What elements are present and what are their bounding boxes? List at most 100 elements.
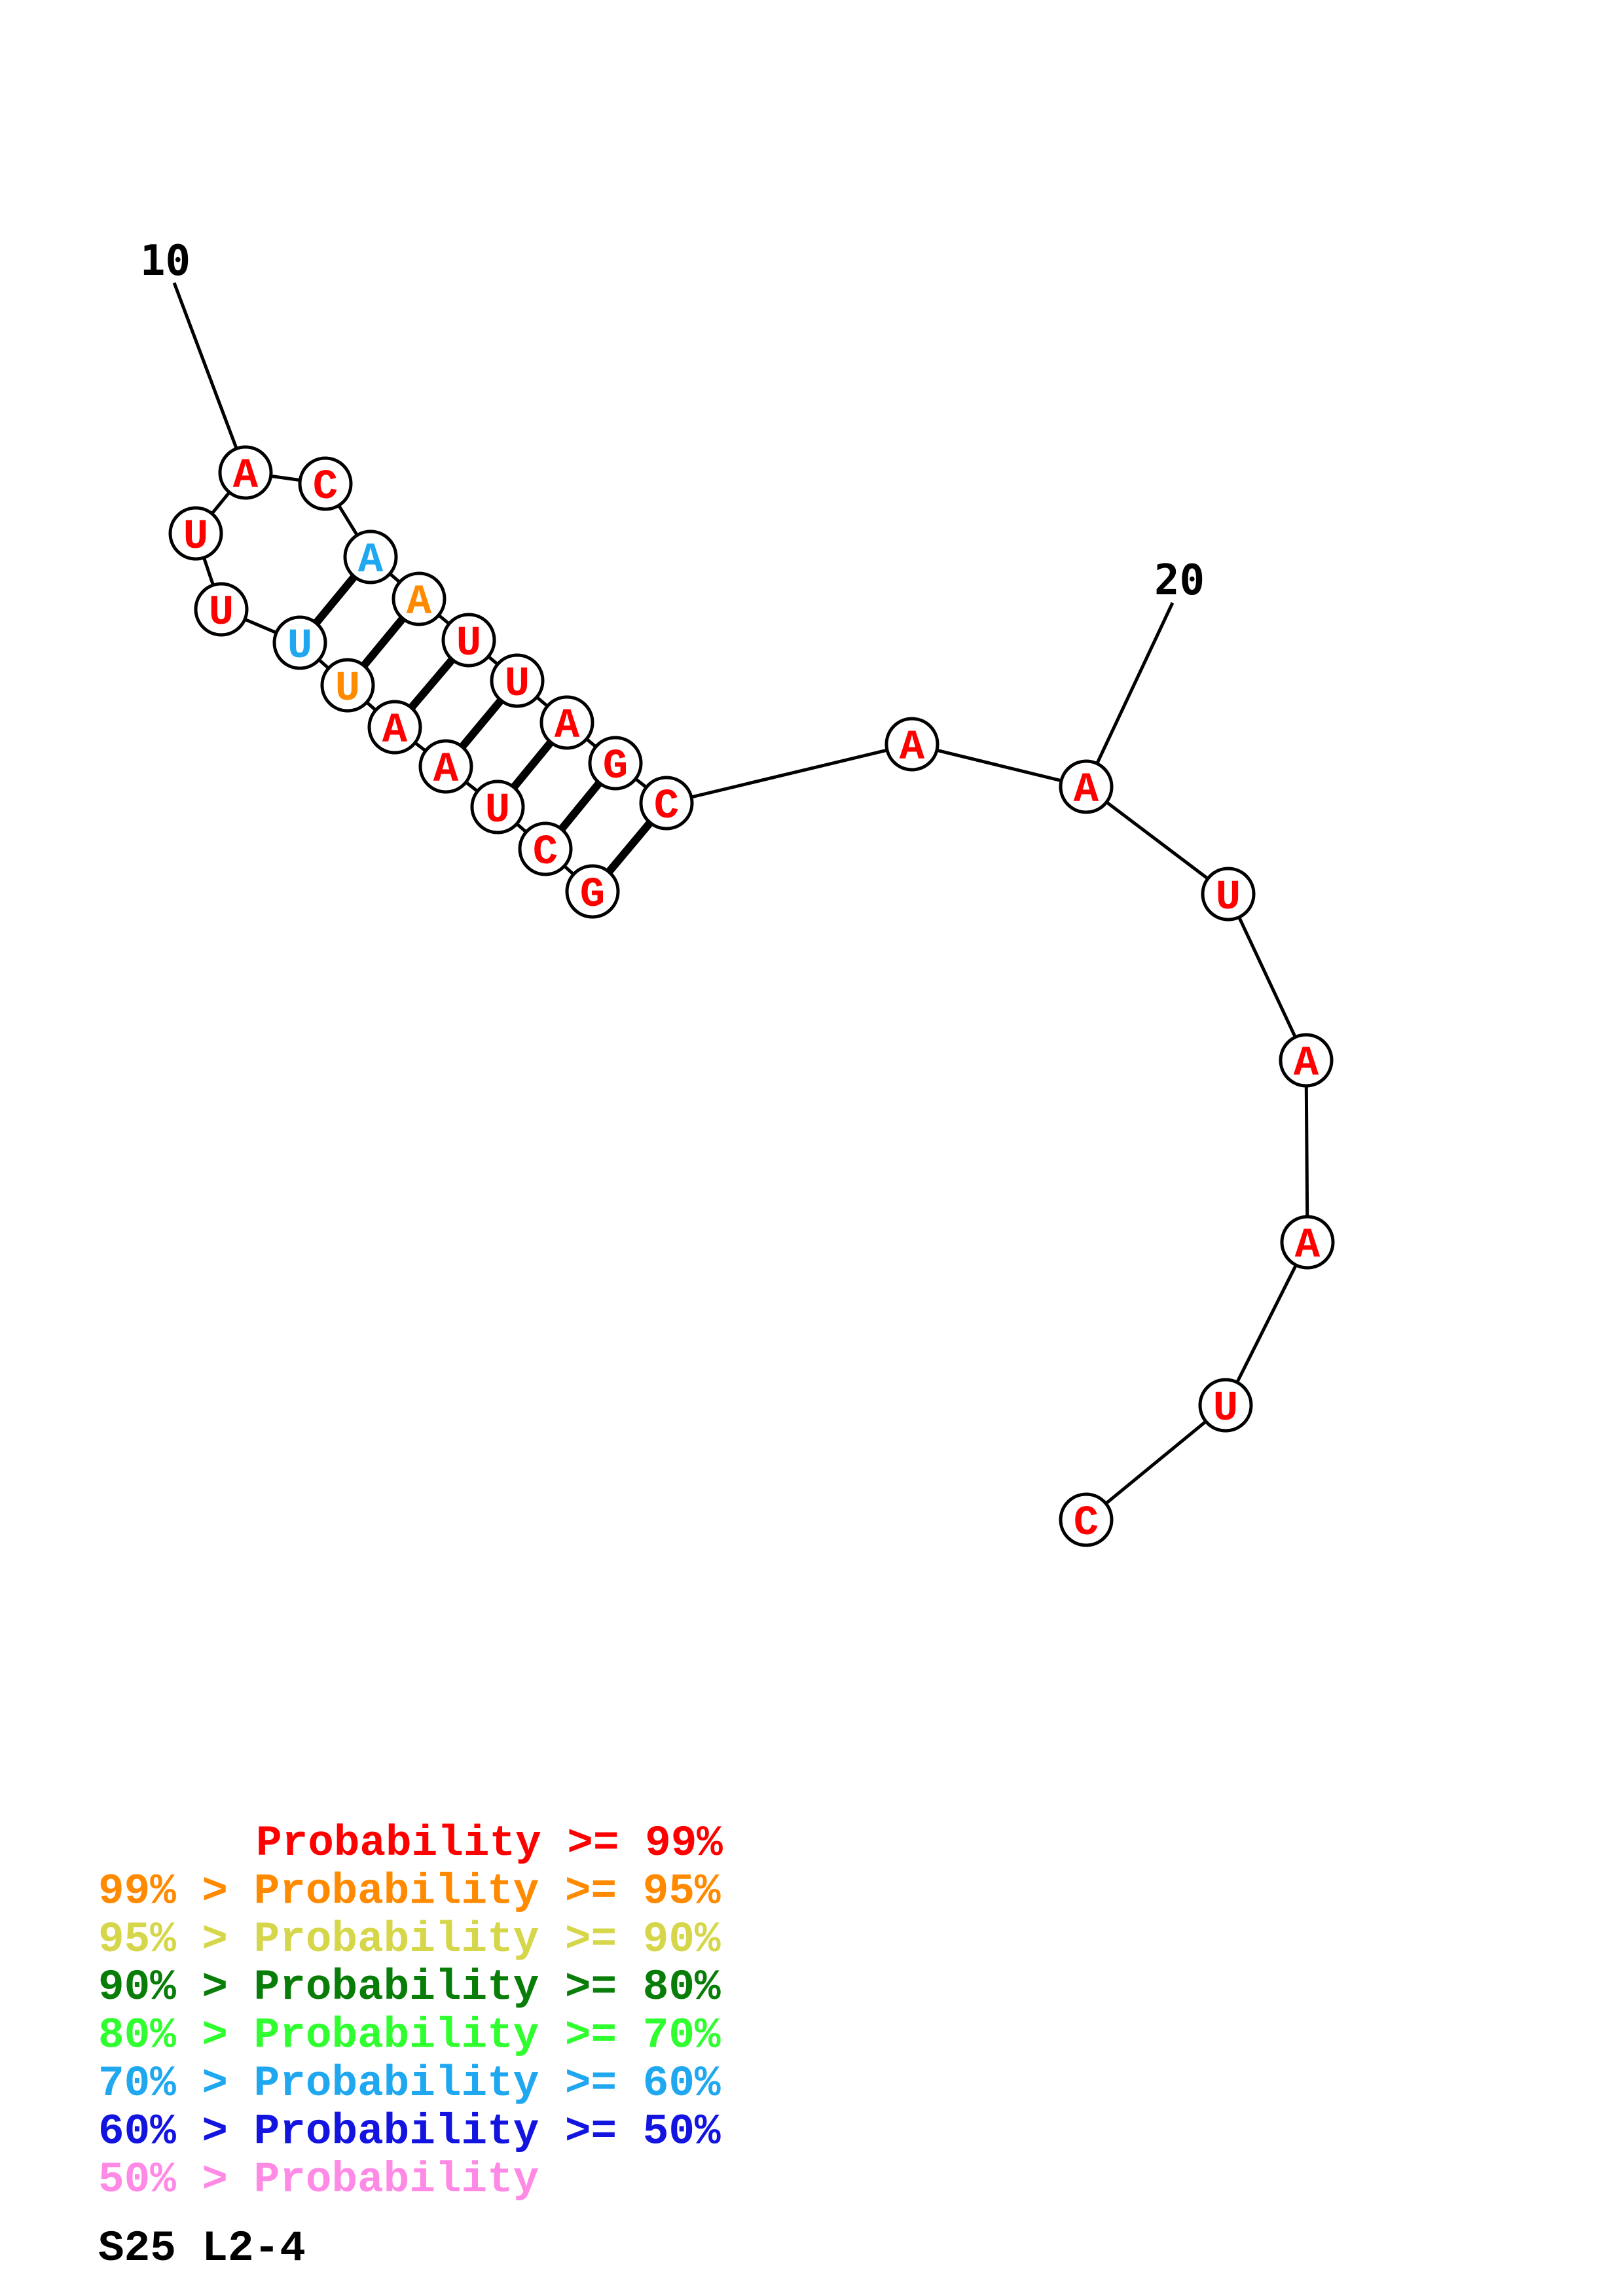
nucleotide-circle [272,615,327,670]
nucleotide-node: A [884,717,939,772]
nucleotide-node: U [470,780,525,834]
nucleotide-letter: A [407,579,432,626]
nucleotide-circle [518,821,573,876]
nucleotide-letter: A [433,747,459,794]
nucleotide-letter: A [900,725,925,772]
nucleotide-letter: U [287,623,312,670]
nucleotide-node: A [367,700,422,755]
nucleotide-letter: C [1074,1500,1099,1547]
figure-title: S25 L2-4 [98,2224,306,2273]
nucleotide-circle [884,717,939,772]
nucleotide-node: C [518,821,573,876]
backbone-bond [666,742,913,805]
nucleotide-letter: U [209,590,234,637]
position-label-line [172,282,247,473]
nucleotide-letter: A [1295,1223,1321,1270]
nucleotide-letter: A [1074,767,1099,814]
nucleotide-letter: G [580,872,605,919]
nucleotide-node: A [343,529,398,584]
nucleotide-letter: U [485,787,510,834]
nucleotide-circle [298,456,353,511]
nucleotide-circle [470,780,525,834]
nucleotide-node: U [1201,867,1256,922]
nucleotide-letter: G [603,744,628,791]
legend-row: 80% > Probability >= 70% [98,2011,721,2060]
legend-row: 90% > Probability >= 80% [98,1963,721,2012]
legend-row: 70% > Probability >= 60% [98,2059,721,2108]
nucleotide-node: C [639,776,694,831]
nucleotide-letter: A [382,708,408,755]
nucleotide-node: C [298,456,353,511]
nucleotide-node: A [1279,1033,1334,1088]
nucleotide-circle [565,864,620,919]
position-number-label: 20 [1154,556,1205,605]
nucleotide-circle [1201,867,1256,922]
probability-legend: Probability >= 99%99% > Probability >= 9… [98,1819,723,2204]
backbone-bond [1085,1404,1227,1521]
nucleotide-letter: U [1216,874,1241,922]
nucleotide-circle [218,445,273,500]
nucleotide-circle [441,613,496,668]
backbone-bond [1224,1241,1309,1407]
nucleotide-circle [539,695,594,750]
nucleotide-letter: C [533,829,558,876]
nucleotide-node: U [320,658,375,713]
nucleotide-node: U [1198,1378,1253,1433]
nucleotide-circle [392,571,447,626]
nucleotide-circle [367,700,422,755]
nucleotide-node: U [272,615,327,670]
nucleotide-circle [1059,759,1114,814]
nucleotide-circle [320,658,375,713]
nucleotide-letter: A [233,453,259,500]
nucleotide-circle [588,736,643,791]
legend-row: 60% > Probability >= 50% [98,2107,721,2156]
nucleotide-circle [1280,1215,1335,1270]
nucleotide-circle [343,529,398,584]
nucleotide-letter: U [335,666,360,713]
position-number-label: 10 [140,237,191,285]
legend-row: 50% > Probability [98,2155,539,2204]
nucleotide-letter: U [505,661,530,708]
nucleotide-letter: C [313,464,338,511]
nucleotide-letter: U [1213,1386,1238,1433]
nucleotide-letter: C [654,783,679,831]
nucleotide-node: U [441,613,496,668]
nucleotide-letter: A [1294,1041,1319,1088]
nucleotide-letter: U [183,514,208,561]
backbone-bond [1085,785,1230,895]
backbone-bond [1304,1060,1309,1243]
nucleotide-circle [1198,1378,1253,1433]
nucleotide-node: A [1280,1215,1335,1270]
nucleotide-circle [1059,1492,1114,1547]
nucleotide-node: A [1059,759,1114,814]
nucleotide-circle [639,776,694,831]
nucleotide-circle [1279,1033,1334,1088]
backbone-bond [1226,893,1308,1062]
legend-row: 95% > Probability >= 90% [98,1915,721,1964]
nucleotide-letter: A [555,703,580,750]
backbone-bond [911,742,1087,789]
nucleotide-node: A [218,445,273,500]
nucleotide-node: A [418,739,473,794]
position-labels: 10 20 [140,237,1205,605]
nucleotide-circle [194,582,249,637]
legend-row: Probability >= 99% [256,1819,723,1868]
legend-row: 99% > Probability >= 95% [98,1867,721,1916]
nucleotide-letter: U [456,620,481,668]
nucleotide-node: A [392,571,447,626]
position-label-line [1084,601,1175,788]
nucleotide-node: C [1059,1492,1114,1547]
nucleotide-circle [490,653,545,708]
nucleotide-node: U [490,653,545,708]
nucleotide-node: G [565,864,620,919]
nucleotide-circle [168,506,223,561]
nucleotide-node: A [539,695,594,750]
nucleotide-node: U [194,582,249,637]
nucleotide-node: U [168,506,223,561]
nucleotide-node: G [588,736,643,791]
nucleotide-letter: A [358,537,384,584]
nucleotide-circle [418,739,473,794]
